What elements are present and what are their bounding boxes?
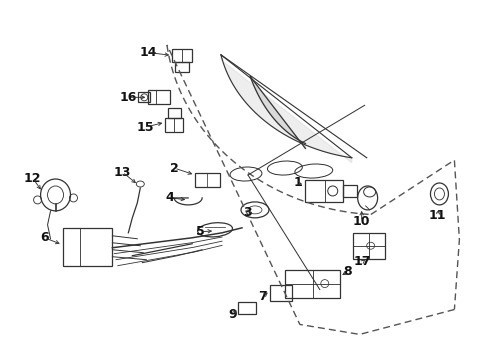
- Text: 17: 17: [353, 255, 371, 268]
- Bar: [172, 49, 192, 62]
- Text: 1: 1: [293, 176, 302, 189]
- Text: 12: 12: [24, 171, 41, 185]
- Text: 10: 10: [352, 215, 369, 228]
- Polygon shape: [250, 77, 305, 149]
- Bar: [168, 108, 181, 118]
- Text: 3: 3: [243, 206, 252, 219]
- Bar: [165, 118, 183, 132]
- Text: 15: 15: [136, 121, 154, 134]
- Text: 2: 2: [169, 162, 178, 175]
- Text: 4: 4: [165, 192, 174, 204]
- Bar: [342, 185, 356, 197]
- Text: 14: 14: [139, 46, 157, 59]
- Bar: [304, 180, 342, 202]
- Bar: [138, 92, 150, 102]
- Text: 5: 5: [195, 225, 204, 238]
- Text: 8: 8: [343, 265, 351, 278]
- Bar: [195, 173, 220, 187]
- Text: 11: 11: [428, 210, 445, 222]
- Bar: [352, 233, 384, 259]
- Bar: [269, 285, 291, 301]
- Bar: [238, 302, 255, 315]
- Bar: [285, 270, 339, 298]
- Text: 9: 9: [228, 308, 237, 321]
- Text: 7: 7: [258, 290, 267, 303]
- Bar: [62, 228, 112, 266]
- Text: 13: 13: [113, 166, 131, 179]
- Text: 6: 6: [40, 231, 49, 244]
- Bar: [175, 62, 189, 72]
- Bar: [148, 90, 170, 104]
- Polygon shape: [221, 55, 351, 163]
- Text: 16: 16: [120, 91, 137, 104]
